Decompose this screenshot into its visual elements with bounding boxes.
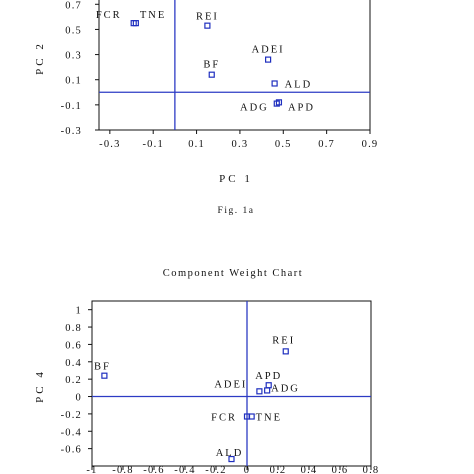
chart-1-point-label: ALD bbox=[285, 79, 313, 90]
chart-2-point-label: ADEI bbox=[214, 379, 247, 390]
chart-1-x-tick-label: 0.9 bbox=[362, 139, 379, 150]
chart-1-ylabel: PC 2 bbox=[34, 41, 46, 75]
chart-2-x-tick-label: -0.8 bbox=[112, 465, 133, 474]
chart-1-point-label: BF bbox=[203, 60, 220, 71]
chart-2-x-tick-label: -0.6 bbox=[143, 465, 164, 474]
chart-1-x-tick-label: -0.1 bbox=[142, 139, 163, 150]
chart-2-point-label: ADG bbox=[271, 383, 300, 394]
chart-2-x-tick-label: -0.4 bbox=[174, 465, 195, 474]
chart-2-point-label: ALD bbox=[216, 448, 244, 459]
chart-2-y-tick-label: -0.2 bbox=[61, 410, 82, 421]
chart-2-y-tick-label: 0.6 bbox=[65, 340, 82, 351]
chart-1-plot-frame bbox=[98, 0, 371, 131]
chart-2-x-tick-label: 0.8 bbox=[363, 465, 380, 474]
chart-2-point-marker bbox=[248, 413, 255, 420]
chart-2-x-tick-label: 0.4 bbox=[301, 465, 318, 474]
chart-2-x-tick-label: -0.2 bbox=[205, 465, 226, 474]
chart-1-y-tick-label: 0.3 bbox=[65, 51, 82, 62]
chart-1-y-tick-label: 0.1 bbox=[65, 76, 82, 87]
chart-1-y-tick-label: -0.1 bbox=[61, 101, 82, 112]
chart-2-y-tick-label: -0.6 bbox=[61, 445, 82, 456]
chart-1-x-tick-label: -0.3 bbox=[99, 139, 120, 150]
chart-1-point-label: ADEI bbox=[252, 45, 285, 56]
chart-1-point-marker bbox=[265, 56, 272, 63]
chart-2-x-tick-label: 0 bbox=[244, 465, 250, 474]
chart-2-point-marker bbox=[256, 388, 263, 395]
chart-2-point-label: TNE bbox=[256, 413, 282, 424]
chart-2-x-tick-label: 0.6 bbox=[332, 465, 349, 474]
chart-2-point-label: BF bbox=[94, 362, 111, 373]
chart-2-y-tick-label: 0.4 bbox=[65, 358, 82, 369]
chart-2-point-label: APD bbox=[255, 371, 282, 382]
chart-1-caption: Fig. 1a bbox=[218, 206, 255, 216]
chart-1-x-tick-label: 0.7 bbox=[318, 139, 335, 150]
chart-2-y-tick-label: 0.8 bbox=[65, 323, 82, 334]
chart-2-plot-frame bbox=[91, 300, 372, 467]
chart-1-point-marker bbox=[275, 99, 283, 106]
chart-2-y-tick-label: 0 bbox=[76, 393, 82, 404]
chart-1-y-tick-label: -0.3 bbox=[61, 126, 82, 137]
chart-1-point-label: ADG bbox=[240, 103, 269, 114]
chart-2-point-marker bbox=[228, 455, 235, 463]
chart-1-x-tick-label: 0.3 bbox=[232, 139, 249, 150]
chart-1-y-tick-label: 0.5 bbox=[65, 25, 82, 36]
chart-1-point-marker bbox=[204, 22, 211, 29]
chart-2-ylabel: PC 4 bbox=[34, 369, 46, 403]
chart-1-xlabel: PC 1 bbox=[219, 173, 253, 185]
chart-2-x-tick-label: 0.2 bbox=[270, 465, 287, 474]
chart-2-point-marker bbox=[101, 372, 108, 379]
chart-1-point-label: REI bbox=[196, 12, 219, 23]
chart-2-point-marker bbox=[264, 387, 271, 394]
chart-1-point-label: TNE bbox=[140, 10, 166, 21]
chart-1-point-label: APD bbox=[288, 102, 315, 113]
chart-2: Component Weight Chart -1 -0.8 -0.6 -0.4 -0.… bbox=[34, 268, 380, 474]
chart-1-y-tick-label: 0.7 bbox=[65, 0, 82, 11]
chart-2-point-marker bbox=[282, 348, 289, 355]
chart-2-point-label: FCR bbox=[211, 413, 237, 424]
chart-1-point-label: FCR bbox=[96, 10, 122, 21]
chart-1-x-tick-label: 0.5 bbox=[275, 139, 292, 150]
chart-2-y-tick-label: 0.2 bbox=[65, 375, 82, 386]
chart-1-point-marker bbox=[208, 71, 215, 78]
chart-2-y-tick-label: -0.4 bbox=[61, 427, 82, 438]
chart-1: -0.3 -0.1 0.1 0.3 0.5 0.7 0.9 -0.3 -0.1 0.1 0.3 0.5… bbox=[34, 0, 379, 216]
chart-2-point-label: REI bbox=[272, 335, 295, 346]
chart-2-y-tick-label: 1 bbox=[76, 306, 82, 317]
chart-1-x-tick-label: 0.1 bbox=[188, 139, 205, 150]
chart-2-title: Component Weight Chart bbox=[163, 268, 303, 279]
chart-2-x-tick-label: -1 bbox=[86, 465, 97, 474]
chart-1-point-marker bbox=[132, 20, 139, 27]
chart-1-point-marker bbox=[271, 80, 278, 87]
